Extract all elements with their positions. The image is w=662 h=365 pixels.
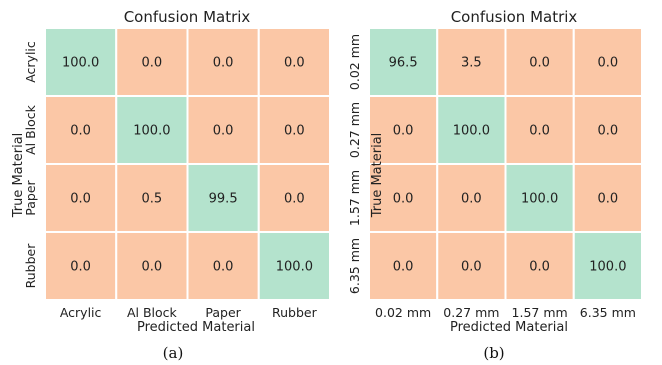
panel-b-y-tick-2: 1.57 mm [347, 170, 362, 226]
panel-b-cell-label-r3-c3: 100.0 [589, 260, 626, 275]
panel-a-x-tick-0: Acrylic [60, 305, 102, 320]
panel-a-cell-label-r3-c3: 100.0 [276, 260, 313, 275]
panel-a-cell-label-r3-c0: 0.0 [70, 260, 91, 275]
panel-b-cell-r0-c3 [572, 27, 643, 97]
panel-b-cell-r1-c0 [368, 95, 439, 165]
panel-b-matrix: 96.5 3.5 0.0 0.0 0.0 100.0 0.0 0.0 0.0 0.0 100.0 0.… [368, 27, 643, 301]
panel-a-x-ticks: Acrylic Al Block Paper Rubber [60, 305, 318, 320]
panel-b-cell-label-r3-c1: 0.0 [461, 260, 482, 275]
panel-b-cell-label-r2-c0: 0.0 [393, 192, 414, 207]
panel-a-x-tick-2: Paper [205, 305, 241, 320]
panel-b-cell-r3-c1 [436, 231, 507, 301]
panel-a-x-tick-1: Al Block [127, 305, 178, 320]
panel-a-x-tick-3: Rubber [272, 305, 318, 320]
panel-b-y-ticks: 0.02 mm 0.27 mm 1.57 mm 6.35 mm [347, 34, 362, 294]
panel-b-x-axis-title: Predicted Material [450, 320, 568, 335]
panel-b-cell-label-r2-c3: 0.0 [598, 192, 619, 207]
panel-b-y-tick-1: 0.27 mm [347, 102, 362, 158]
panel-b-x-tick-0: 0.02 mm [375, 305, 431, 320]
panel-a-cell-label-r2-c1: 0.5 [142, 192, 163, 207]
panel-b-cell-label-r1-c1: 100.0 [453, 124, 490, 139]
panel-a-y-ticks: Acrylic Al Block Paper Rubber [23, 41, 38, 288]
panel-b-cell-r3-c2 [504, 231, 575, 301]
panel-b-cell-label-r0-c3: 0.0 [598, 56, 619, 71]
panel-a-y-tick-2: Paper [23, 179, 38, 215]
panel-b-title: Confusion Matrix [451, 8, 578, 26]
panel-b-cell-label-r3-c0: 0.0 [393, 260, 414, 275]
panel-b: Confusion Matrix 96.5 3.5 0.0 0.0 0.0 100.0 0.… [347, 8, 643, 362]
panel-b-y-axis-title: True Material [370, 133, 385, 219]
panel-b-cell-r1-c1 [436, 95, 507, 165]
panel-a-matrix: 100.0 0.0 0.0 0.0 0.0 100.0 0.0 0.0 0.0 0.5 99.5 0.… [44, 27, 331, 301]
panel-a-cell-label-r0-c2: 0.0 [213, 56, 234, 71]
panel-a-cell-label-r1-c0: 0.0 [70, 124, 91, 139]
panel-b-cell-r2-c3 [572, 163, 643, 233]
panel-b-x-ticks: 0.02 mm 0.27 mm 1.57 mm 6.35 mm [375, 305, 636, 320]
panel-a-x-axis-title: Predicted Material [137, 320, 255, 335]
panel-a-cell-r0-c1 [115, 27, 189, 97]
panel-b-cell-label-r2-c2: 100.0 [521, 192, 558, 207]
panel-b-cell-r3-c3 [572, 231, 643, 301]
panel-b-cell-label-r3-c2: 0.0 [529, 260, 550, 275]
panel-b-label: (b) [483, 344, 504, 362]
panel-a: Confusion Matrix 100.0 0.0 0.0 0.0 0.0 100.0 0… [11, 8, 331, 362]
panel-a-cell-r2-c1 [115, 163, 189, 233]
panel-a-cell-r1-c1 [115, 95, 189, 165]
panel-a-cell-r1-c3 [257, 95, 331, 165]
panel-a-label: (a) [163, 344, 184, 362]
panel-b-y-tick-0: 0.02 mm [347, 34, 362, 90]
panel-a-title: Confusion Matrix [124, 8, 251, 26]
panel-b-cell-r0-c1 [436, 27, 507, 97]
panel-b-cell-label-r0-c0: 96.5 [389, 56, 418, 71]
panel-a-cell-r2-c3 [257, 163, 331, 233]
panel-a-y-tick-0: Acrylic [23, 41, 38, 83]
panel-a-y-tick-3: Rubber [23, 243, 38, 289]
panel-a-cell-r3-c1 [115, 231, 189, 301]
panel-a-cell-label-r3-c2: 0.0 [213, 260, 234, 275]
panel-a-cell-label-r0-c0: 100.0 [62, 56, 99, 71]
panel-a-cell-label-r1-c1: 100.0 [133, 124, 170, 139]
panel-a-y-tick-1: Al Block [23, 104, 38, 155]
panel-a-cell-label-r0-c1: 0.0 [142, 56, 163, 71]
panel-a-cell-r3-c0 [44, 231, 118, 301]
panel-a-cell-label-r1-c3: 0.0 [284, 124, 305, 139]
panel-a-cell-label-r3-c1: 0.0 [142, 260, 163, 275]
panel-a-cell-label-r2-c2: 99.5 [209, 192, 238, 207]
panel-b-cell-r0-c0 [368, 27, 439, 97]
panel-b-cell-label-r1-c2: 0.0 [529, 124, 550, 139]
panel-a-cell-r0-c3 [257, 27, 331, 97]
panel-a-cell-label-r0-c3: 0.0 [284, 56, 305, 71]
panel-b-cell-r2-c0 [368, 163, 439, 233]
panel-b-cell-label-r1-c3: 0.0 [598, 124, 619, 139]
panel-b-y-tick-3: 6.35 mm [347, 238, 362, 294]
panel-a-cell-r0-c0 [44, 27, 118, 97]
panel-b-cell-label-r2-c1: 0.0 [461, 192, 482, 207]
panel-b-x-tick-3: 6.35 mm [580, 305, 636, 320]
panel-b-x-tick-1: 0.27 mm [443, 305, 499, 320]
panel-b-cell-label-r1-c0: 0.0 [393, 124, 414, 139]
panel-a-cell-label-r2-c3: 0.0 [284, 192, 305, 207]
panel-a-y-axis-title: True Material [11, 133, 26, 219]
panel-b-x-tick-2: 1.57 mm [512, 305, 568, 320]
panel-b-cell-label-r0-c2: 0.0 [529, 56, 550, 71]
panel-a-cell-r3-c3 [257, 231, 331, 301]
panel-a-cell-label-r2-c0: 0.0 [70, 192, 91, 207]
panel-a-cell-label-r1-c2: 0.0 [213, 124, 234, 139]
panel-b-cell-r1-c3 [572, 95, 643, 165]
panel-b-cell-label-r0-c1: 3.5 [461, 56, 482, 71]
panel-b-cell-r1-c2 [504, 95, 575, 165]
